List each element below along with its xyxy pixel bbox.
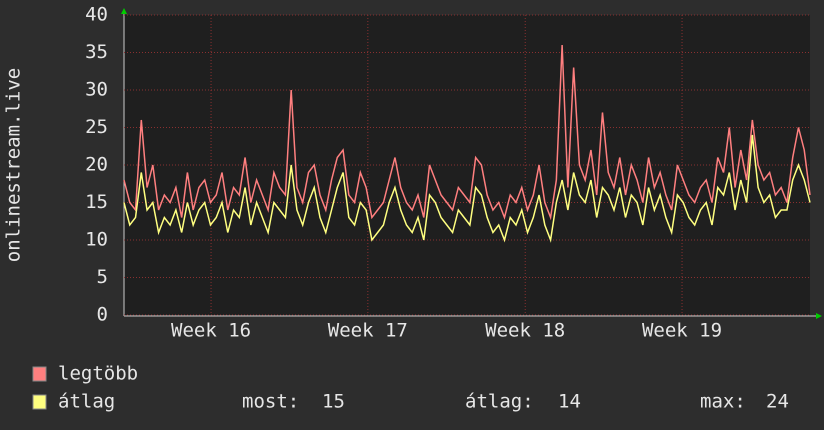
y-tick-label: 10 <box>85 229 108 251</box>
legend-label: átlag <box>58 391 115 413</box>
x-tick-label: Week 19 <box>642 320 722 342</box>
x-tick-label: Week 16 <box>171 320 251 342</box>
y-axis-label: onlinestream.live <box>3 68 25 262</box>
y-tick-label: 40 <box>85 4 108 26</box>
stat-label: most: <box>242 391 299 413</box>
series-line <box>123 44 811 221</box>
legend-swatch <box>32 394 47 410</box>
y-tick-label: 25 <box>85 116 108 138</box>
series-line <box>123 134 811 243</box>
y-tick-label: 5 <box>97 266 108 288</box>
stat-value: 14 <box>558 391 581 413</box>
stat-label: átlag: <box>465 391 534 413</box>
x-tick-label: Week 18 <box>485 320 565 342</box>
stat-value: 15 <box>322 391 345 413</box>
stat-label: max: <box>700 391 746 413</box>
y-tick-label: 0 <box>97 304 108 326</box>
y-tick-label: 35 <box>85 41 108 63</box>
x-tick-label: Week 17 <box>328 320 408 342</box>
y-arrow <box>121 8 127 14</box>
stat-value: 24 <box>766 391 789 413</box>
legend-label: legtöbb <box>58 363 138 385</box>
legend-swatch <box>32 366 47 382</box>
x-arrow <box>816 313 822 319</box>
y-tick-label: 30 <box>85 79 108 101</box>
y-tick-label: 20 <box>85 154 108 176</box>
y-tick-label: 15 <box>85 191 108 213</box>
